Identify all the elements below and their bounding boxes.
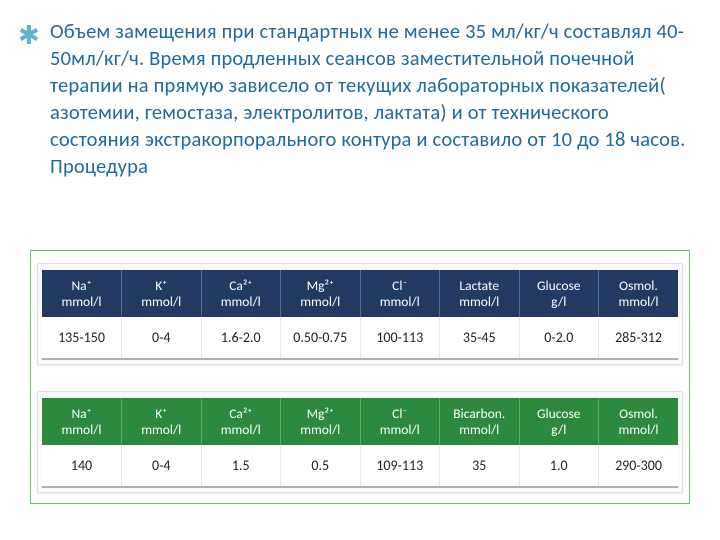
table1-holder: Na⁺mmol/l K⁺mmol/l Ca²⁺mmol/l Mg²⁺mmol/l… [37, 263, 683, 365]
t1-c5: 35-45 [440, 317, 520, 359]
t1-h0: Na⁺mmol/l [42, 270, 122, 317]
t2-c2: 1.5 [201, 445, 281, 487]
table2-holder: Na⁺mmol/l K⁺mmol/l Ca²⁺mmol/l Mg²⁺mmol/l… [37, 391, 683, 493]
t2-h2: Ca²⁺mmol/l [201, 398, 281, 445]
t1-h4: Cl⁻mmol/l [360, 270, 440, 317]
t1-c1: 0-4 [122, 317, 202, 359]
t2-h1: K⁺mmol/l [122, 398, 202, 445]
table-row: 140 0-4 1.5 0.5 109-113 35 1.0 290-300 [42, 445, 678, 487]
t2-h7: Osmol.mmol/l [599, 398, 679, 445]
t2-c3: 0.5 [281, 445, 361, 487]
t1-c0: 135-150 [42, 317, 122, 359]
t2-h6: Glucoseg/l [519, 398, 599, 445]
t1-c3: 0.50-0.75 [281, 317, 361, 359]
t1-h3: Mg²⁺mmol/l [281, 270, 361, 317]
t2-c7: 290-300 [599, 445, 679, 487]
t2-h4: Cl⁻mmol/l [360, 398, 440, 445]
t1-c4: 100-113 [360, 317, 440, 359]
table-row: 135-150 0-4 1.6-2.0 0.50-0.75 100-113 35… [42, 317, 678, 359]
t1-c6: 0-2.0 [519, 317, 599, 359]
t1-h6: Glucoseg/l [519, 270, 599, 317]
t2-c5: 35 [440, 445, 520, 487]
t2-h5: Bicarbon.mmol/l [440, 398, 520, 445]
t1-h1: K⁺mmol/l [122, 270, 202, 317]
body-paragraph: Объем замещения при стандартных не менее… [50, 18, 690, 180]
t1-c2: 1.6-2.0 [201, 317, 281, 359]
t1-h2: Ca²⁺mmol/l [201, 270, 281, 317]
t2-c1: 0-4 [122, 445, 202, 487]
t1-h5: Lactatemmol/l [440, 270, 520, 317]
t2-c4: 109-113 [360, 445, 440, 487]
bullet-icon: ✱ [18, 22, 40, 48]
slide: ✱ Объем замещения при стандартных не мен… [0, 0, 720, 540]
tables-frame: Na⁺mmol/l K⁺mmol/l Ca²⁺mmol/l Mg²⁺mmol/l… [30, 250, 690, 504]
t2-c0: 140 [42, 445, 122, 487]
t2-c6: 1.0 [519, 445, 599, 487]
t2-h0: Na⁺mmol/l [42, 398, 122, 445]
t1-h7: Osmol.mmol/l [599, 270, 679, 317]
table1: Na⁺mmol/l K⁺mmol/l Ca²⁺mmol/l Mg²⁺mmol/l… [42, 270, 678, 360]
t1-c7: 285-312 [599, 317, 679, 359]
t2-h3: Mg²⁺mmol/l [281, 398, 361, 445]
table2: Na⁺mmol/l K⁺mmol/l Ca²⁺mmol/l Mg²⁺mmol/l… [42, 398, 678, 488]
